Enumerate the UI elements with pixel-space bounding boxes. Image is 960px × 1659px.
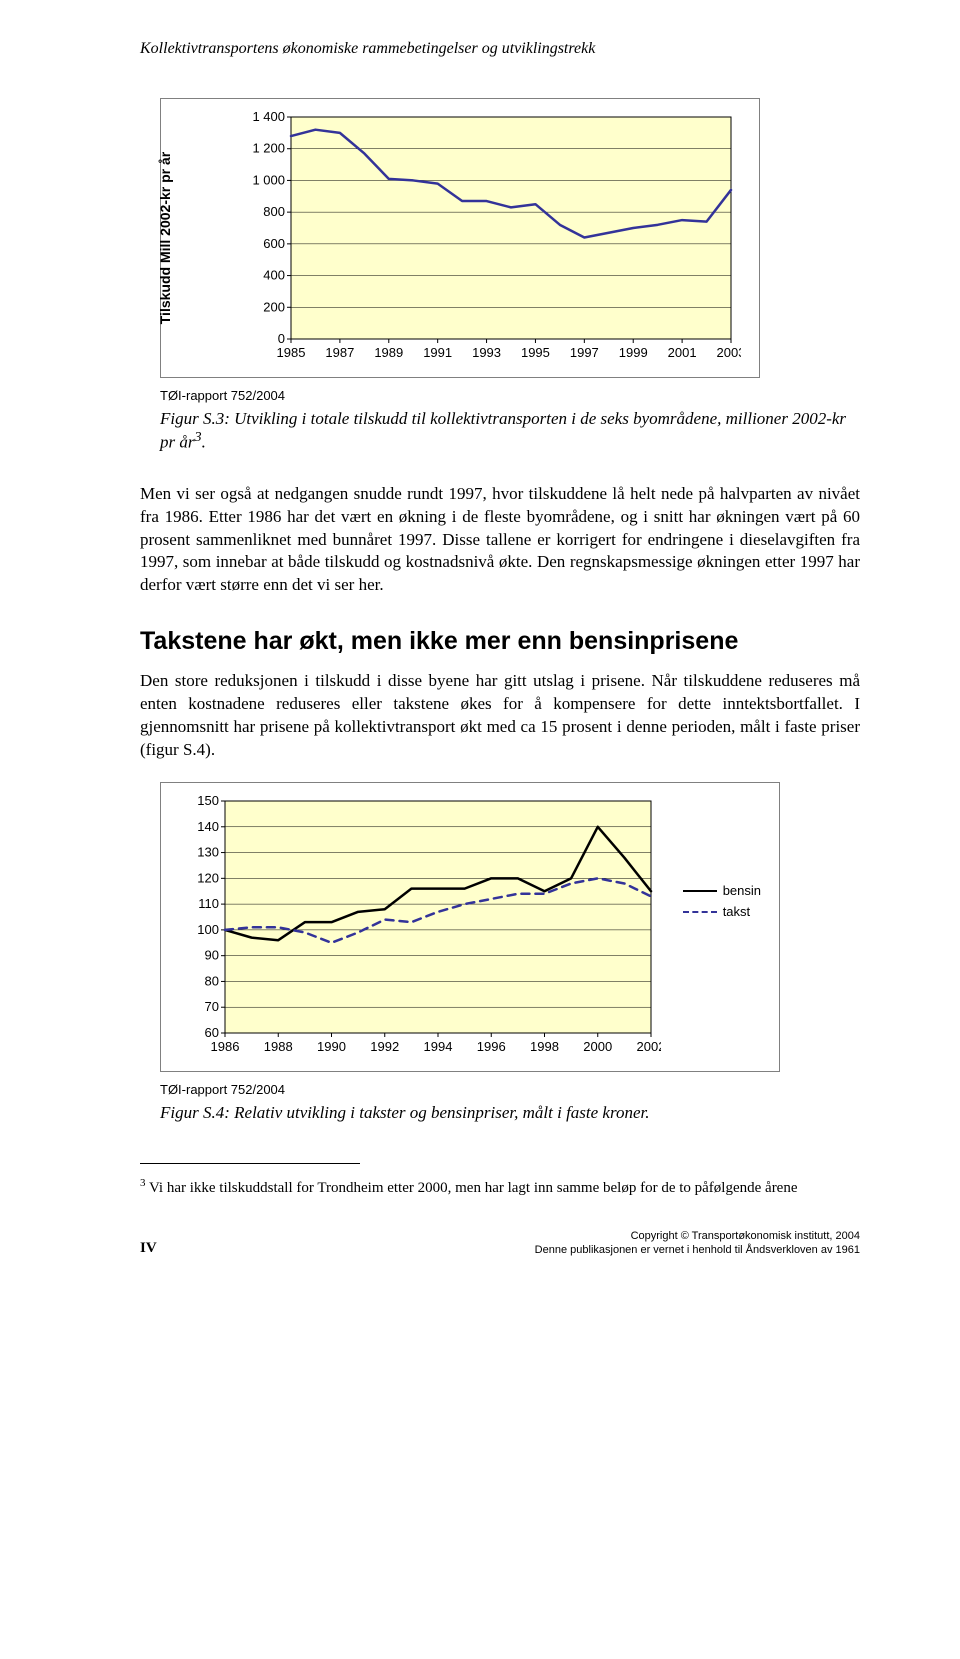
svg-text:1985: 1985 [277, 345, 306, 360]
svg-text:100: 100 [197, 922, 219, 937]
legend-row-bensin: bensin [683, 883, 761, 898]
legend-label-bensin: bensin [723, 883, 761, 898]
svg-text:70: 70 [205, 999, 219, 1014]
svg-text:140: 140 [197, 819, 219, 834]
copyright-line-1: Copyright © Transportøkonomisk institutt… [535, 1229, 860, 1243]
svg-text:1998: 1998 [530, 1039, 559, 1054]
svg-text:0: 0 [278, 331, 285, 346]
svg-text:90: 90 [205, 948, 219, 963]
figcap1-end: . [202, 433, 206, 452]
svg-text:1989: 1989 [374, 345, 403, 360]
svg-text:120: 120 [197, 870, 219, 885]
svg-text:1996: 1996 [477, 1039, 506, 1054]
svg-text:2002: 2002 [637, 1039, 661, 1054]
figcap1-sup: 3 [194, 429, 201, 445]
svg-text:1993: 1993 [472, 345, 501, 360]
svg-text:60: 60 [205, 1025, 219, 1040]
figcap2-label: Figur S.4: [160, 1103, 234, 1122]
paragraph-2: Den store reduksjonen i tilskudd i disse… [140, 670, 860, 762]
copyright: Copyright © Transportøkonomisk institutt… [535, 1229, 860, 1258]
figcap1-label: Figur S.3: [160, 409, 234, 428]
footnote-rule [140, 1163, 360, 1164]
figure-caption-1: Figur S.3: Utvikling i totale tilskudd t… [160, 409, 860, 453]
figcap2-text: Relativ utvikling i takster og bensinpri… [234, 1103, 649, 1122]
svg-text:1991: 1991 [423, 345, 452, 360]
chart-1-container: Tilskudd Mill 2002-kr pr år 0 200 400 600 80… [160, 98, 760, 378]
svg-text:1 400: 1 400 [252, 109, 285, 124]
chart-2-source: TØI-rapport 752/2004 [160, 1082, 860, 1097]
section-heading: Takstene har økt, men ikke mer enn bensi… [140, 627, 860, 656]
svg-text:150: 150 [197, 793, 219, 808]
chart-1-ylabel: Tilskudd Mill 2002-kr pr år [157, 152, 173, 324]
footnote: 3 Vi har ikke tilskuddstall for Trondhei… [140, 1176, 860, 1199]
svg-text:1999: 1999 [619, 345, 648, 360]
svg-text:110: 110 [198, 896, 219, 911]
svg-text:1997: 1997 [570, 345, 599, 360]
paragraph-1: Men vi ser også at nedgangen snudde rund… [140, 483, 860, 598]
page-number: IV [140, 1240, 157, 1257]
legend-label-takst: takst [723, 904, 750, 919]
svg-text:1995: 1995 [521, 345, 550, 360]
svg-text:2000: 2000 [583, 1039, 612, 1054]
copyright-line-2: Denne publikasjonen er vernet i henhold … [535, 1243, 860, 1257]
footnote-text: Vi har ikke tilskuddstall for Trondheim … [146, 1180, 798, 1196]
svg-text:600: 600 [263, 236, 285, 251]
svg-text:1 000: 1 000 [252, 172, 285, 187]
svg-text:1986: 1986 [211, 1039, 240, 1054]
chart-2-legend: bensin takst [683, 883, 761, 925]
svg-text:200: 200 [263, 299, 285, 314]
chart-2-container: 60 70 80 90 100 110 120 130 140 150 1986 1988 1990 19… [160, 782, 780, 1072]
svg-text:2003: 2003 [717, 345, 741, 360]
running-head: Kollektivtransportens økonomiske rammebe… [140, 40, 860, 58]
legend-swatch-bensin [683, 890, 717, 892]
svg-text:1990: 1990 [317, 1039, 346, 1054]
svg-text:1 200: 1 200 [252, 141, 285, 156]
legend-swatch-takst [683, 911, 717, 913]
svg-text:400: 400 [263, 268, 285, 283]
svg-text:80: 80 [205, 974, 219, 989]
svg-text:800: 800 [263, 204, 285, 219]
chart-2: 60 70 80 90 100 110 120 130 140 150 1986 1988 1990 19… [181, 793, 661, 1063]
svg-text:2001: 2001 [668, 345, 697, 360]
chart-1-source: TØI-rapport 752/2004 [160, 388, 860, 403]
svg-text:1988: 1988 [264, 1039, 293, 1054]
figure-caption-2: Figur S.4: Relativ utvikling i takster o… [160, 1103, 860, 1123]
figcap1-text: Utvikling i totale tilskudd til kollekti… [160, 409, 846, 452]
chart-1: 0 200 400 600 800 1 000 1 200 1 400 1985 1987 1989… [241, 109, 741, 369]
page-footer: IV Copyright © Transportøkonomisk instit… [140, 1229, 860, 1258]
legend-row-takst: takst [683, 904, 761, 919]
svg-text:1994: 1994 [424, 1039, 453, 1054]
svg-text:1987: 1987 [325, 345, 354, 360]
svg-text:130: 130 [197, 845, 219, 860]
svg-text:1992: 1992 [370, 1039, 399, 1054]
